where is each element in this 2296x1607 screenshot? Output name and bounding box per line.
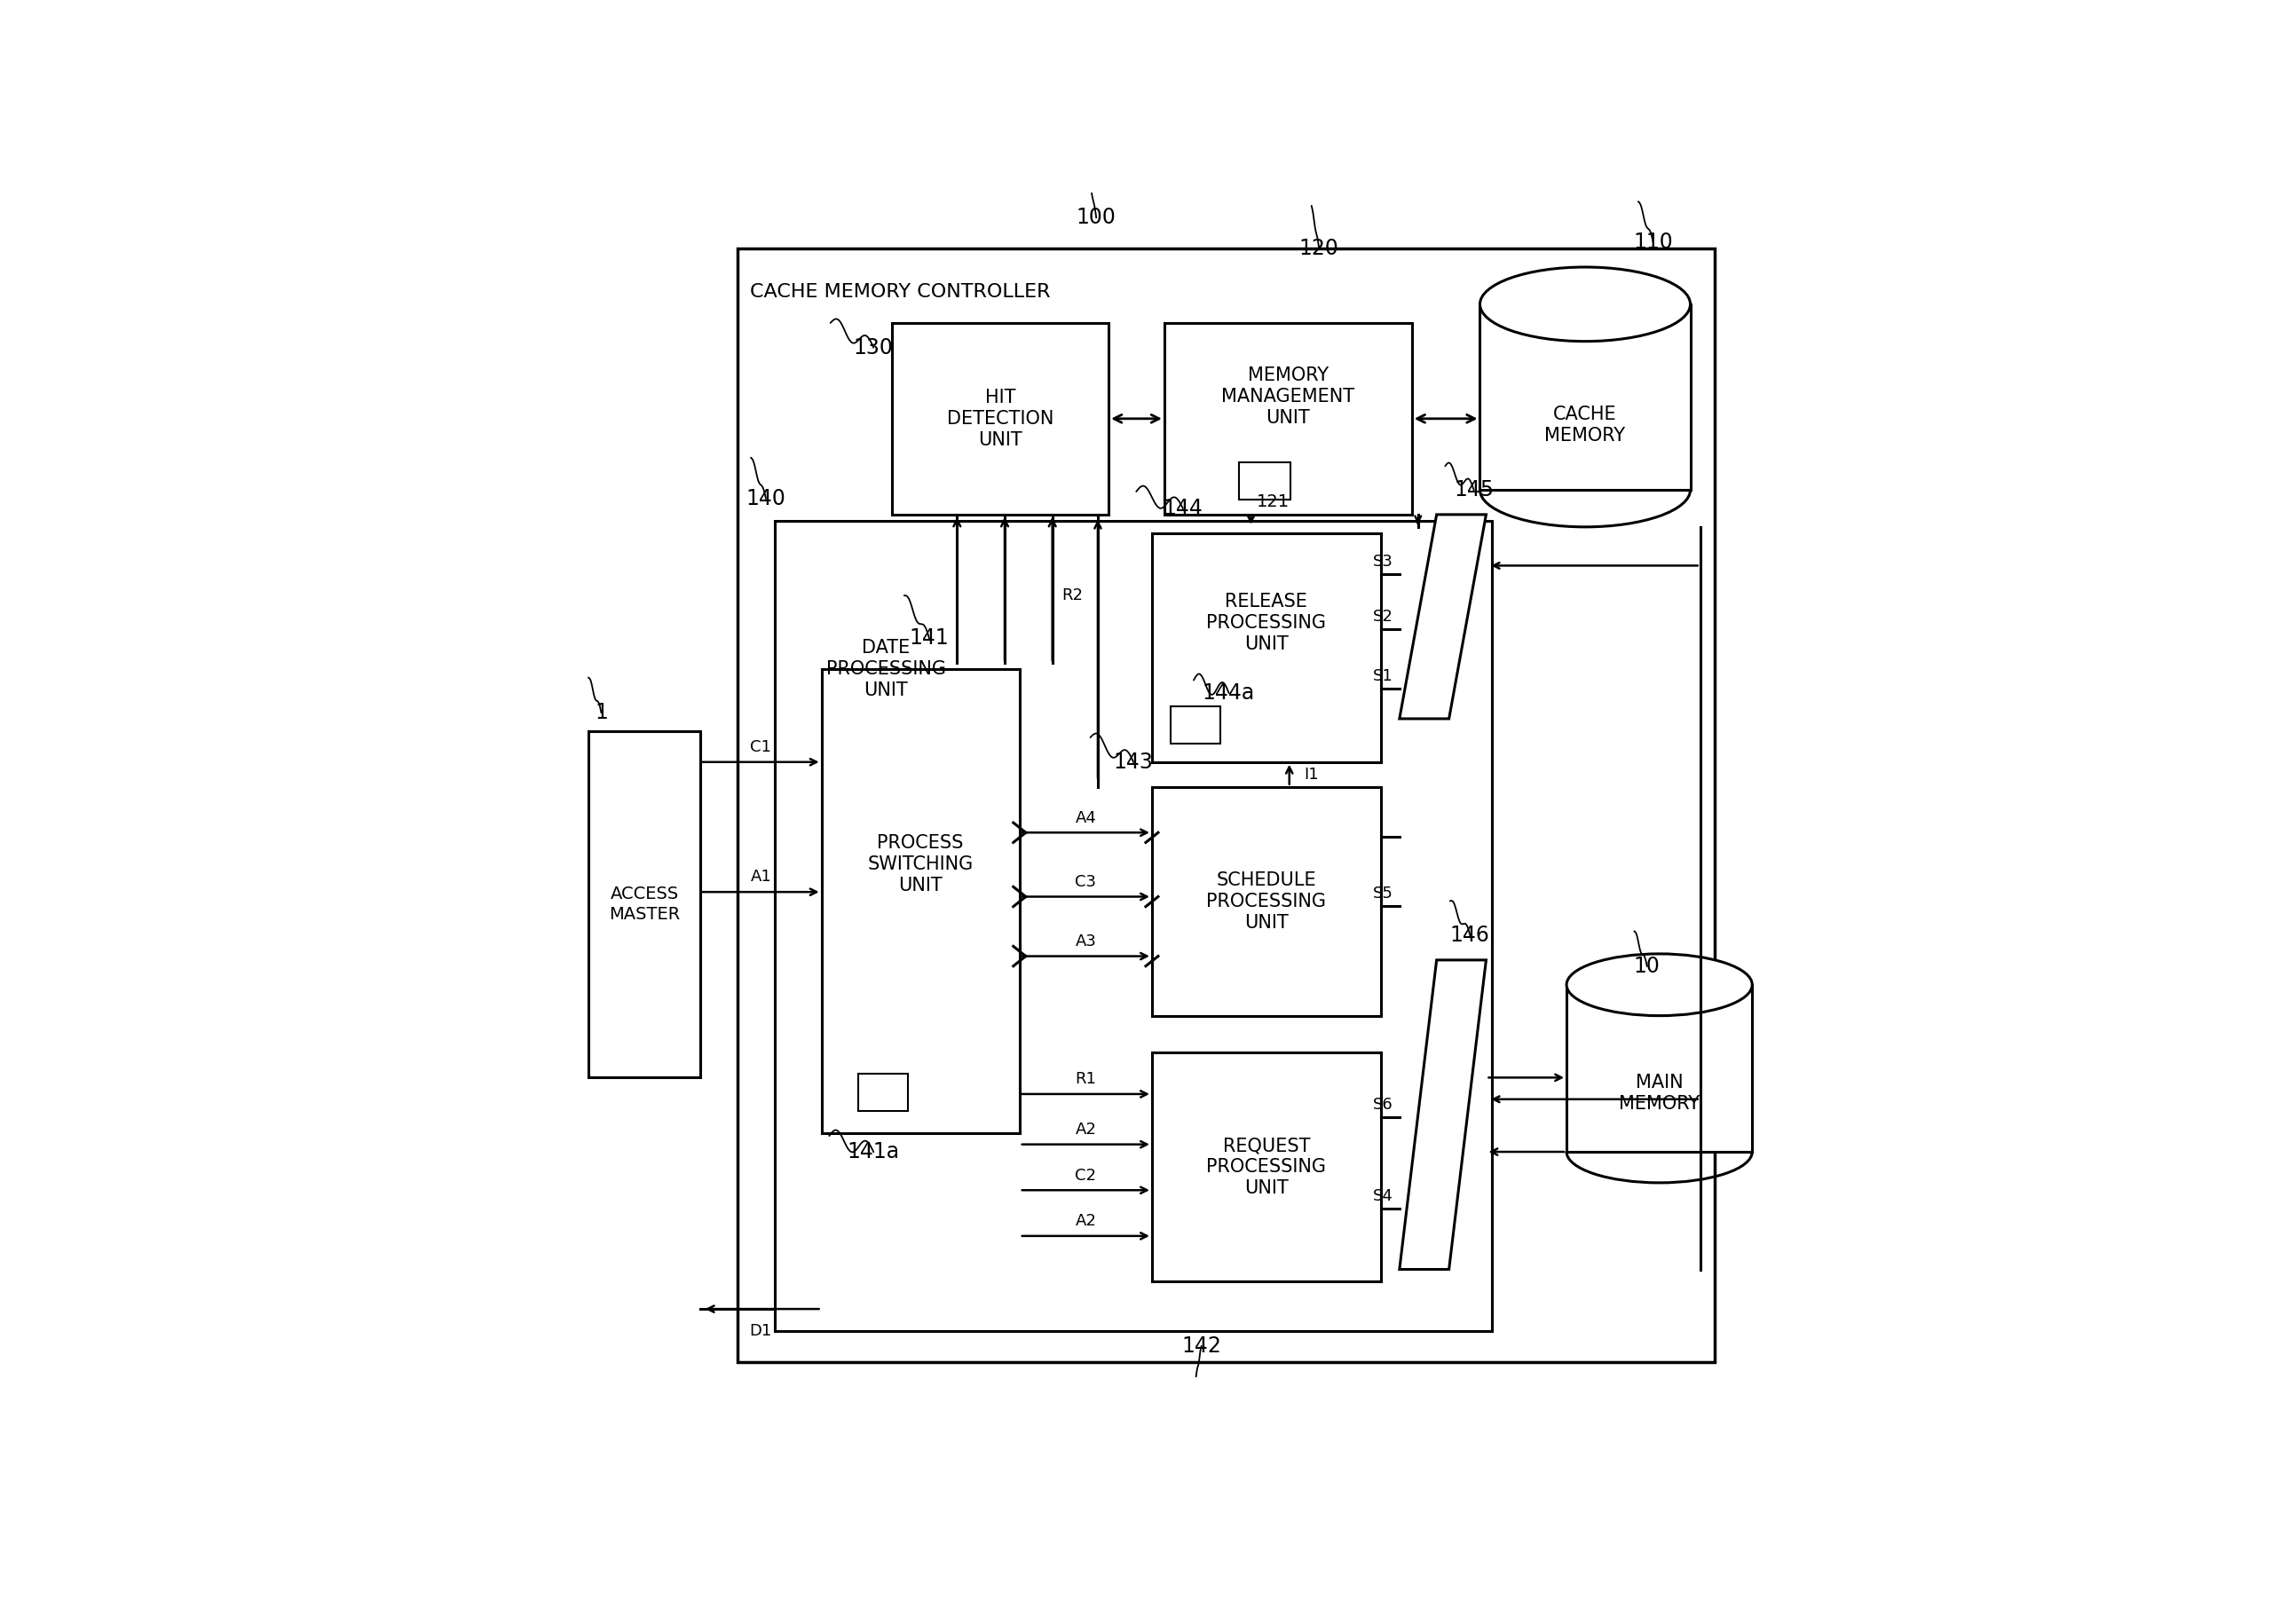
Text: 141: 141	[909, 628, 948, 649]
Bar	[1566, 985, 1752, 1152]
Text: 141a: 141a	[847, 1141, 900, 1162]
Text: CACHE
MEMORY: CACHE MEMORY	[1545, 407, 1626, 445]
Text: R1: R1	[1075, 1072, 1095, 1088]
Text: D1: D1	[751, 1323, 771, 1339]
Text: S2: S2	[1373, 609, 1394, 625]
Text: 110: 110	[1632, 231, 1674, 252]
Text: DATE
PROCESSING
UNIT: DATE PROCESSING UNIT	[827, 640, 946, 699]
Text: 143: 143	[1114, 752, 1153, 773]
Bar	[1238, 463, 1290, 500]
Text: 100: 100	[1077, 207, 1116, 228]
Text: ACCESS
MASTER: ACCESS MASTER	[608, 885, 680, 922]
Text: 10: 10	[1635, 956, 1660, 977]
Text: 146: 146	[1451, 924, 1490, 947]
Bar	[859, 1073, 909, 1110]
Text: S3: S3	[1373, 554, 1394, 570]
Text: S4: S4	[1373, 1188, 1394, 1204]
Bar	[737, 249, 1715, 1363]
Text: 1: 1	[595, 702, 608, 723]
Polygon shape	[1401, 959, 1486, 1270]
Text: C2: C2	[1075, 1167, 1097, 1183]
Text: 144a: 144a	[1203, 681, 1256, 704]
Text: 121: 121	[1256, 493, 1290, 511]
Text: HIT
DETECTION
UNIT: HIT DETECTION UNIT	[946, 389, 1054, 448]
Text: 142: 142	[1182, 1335, 1221, 1356]
Text: MEMORY
MANAGEMENT
UNIT: MEMORY MANAGEMENT UNIT	[1221, 366, 1355, 426]
Text: SCHEDULE
PROCESSING
UNIT: SCHEDULE PROCESSING UNIT	[1205, 871, 1327, 932]
Bar	[822, 669, 1019, 1133]
Bar	[1153, 787, 1380, 1016]
Text: 140: 140	[746, 489, 785, 509]
Bar	[774, 521, 1492, 1331]
Text: S6: S6	[1373, 1096, 1394, 1112]
Text: PROCESS
SWITCHING
UNIT: PROCESS SWITCHING UNIT	[868, 834, 974, 893]
Text: A2: A2	[1075, 1122, 1095, 1138]
Ellipse shape	[1566, 955, 1752, 1016]
Text: 144: 144	[1164, 498, 1203, 519]
Text: A1: A1	[751, 869, 771, 885]
Bar	[1153, 1053, 1380, 1282]
Text: C3: C3	[1075, 874, 1097, 890]
Text: RELEASE
PROCESSING
UNIT: RELEASE PROCESSING UNIT	[1205, 593, 1327, 652]
Bar	[1164, 323, 1412, 514]
Bar	[588, 731, 700, 1078]
Bar	[893, 323, 1109, 514]
Polygon shape	[1401, 514, 1486, 718]
Text: REQUEST
PROCESSING
UNIT: REQUEST PROCESSING UNIT	[1205, 1138, 1327, 1197]
Bar	[1153, 534, 1380, 762]
Bar	[1171, 707, 1219, 744]
Text: A4: A4	[1075, 810, 1095, 826]
Text: I1: I1	[1304, 767, 1318, 783]
Text: A3: A3	[1075, 934, 1095, 950]
Text: R2: R2	[1061, 587, 1084, 603]
Text: CACHE MEMORY CONTROLLER: CACHE MEMORY CONTROLLER	[751, 283, 1049, 301]
Text: 120: 120	[1300, 238, 1339, 259]
Text: S1: S1	[1373, 669, 1394, 685]
Text: C1: C1	[751, 739, 771, 755]
Ellipse shape	[1481, 267, 1690, 341]
Text: 130: 130	[854, 337, 893, 358]
Bar	[1481, 304, 1690, 490]
Text: S5: S5	[1373, 885, 1394, 902]
Text: 145: 145	[1453, 479, 1495, 500]
Text: A2: A2	[1075, 1213, 1095, 1229]
Text: MAIN
MEMORY: MAIN MEMORY	[1619, 1073, 1699, 1114]
